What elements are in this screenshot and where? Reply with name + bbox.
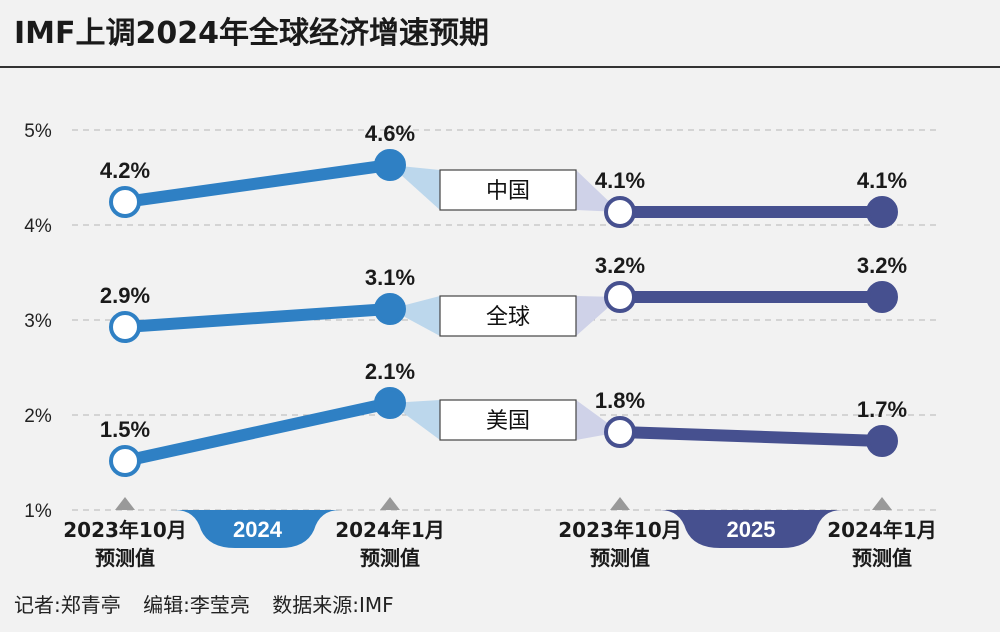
x-tick-label: 预测值 [95, 546, 155, 570]
x-tick-label: 2023年10月 [558, 518, 682, 542]
editor-credit: 编辑:李莹亮 [143, 593, 250, 617]
y-tick-label: 5% [24, 121, 52, 142]
series-label-box [439, 169, 577, 211]
series-line-2024 [119, 303, 396, 333]
data-label: 1.8% [595, 388, 645, 413]
x-tick-marker [610, 497, 630, 510]
series-label: 全球 [486, 305, 530, 330]
data-point [866, 425, 898, 457]
data-label: 4.6% [365, 121, 415, 146]
x-tick-label: 预测值 [360, 546, 420, 570]
data-label: 3.2% [595, 253, 645, 278]
data-point [604, 416, 636, 448]
data-label: 4.2% [100, 158, 150, 183]
x-tick-label: 2024年1月 [335, 518, 445, 542]
data-label: 1.7% [857, 397, 907, 422]
y-tick-label: 3% [24, 311, 52, 332]
connector-shape [390, 165, 440, 210]
source-credit: 数据来源:IMF [272, 593, 394, 617]
data-point [374, 387, 406, 419]
x-tick-label: 预测值 [590, 546, 650, 570]
data-point [109, 311, 141, 343]
y-tick-label: 4% [24, 216, 52, 237]
y-tick-label: 1% [24, 501, 52, 522]
chart-title: IMF上调2024年全球经济增速预期 [14, 16, 490, 51]
data-label: 3.1% [365, 265, 415, 290]
series-line-2024 [119, 159, 396, 208]
reporter-credit: 记者:郑青亭 [14, 593, 121, 617]
data-point [374, 293, 406, 325]
x-tick-label: 2023年10月 [63, 518, 187, 542]
year-banner [660, 510, 842, 548]
data-point [374, 149, 406, 181]
data-label: 4.1% [595, 168, 645, 193]
title-divider [0, 66, 1000, 68]
data-label: 4.1% [857, 168, 907, 193]
data-label: 2.9% [100, 283, 150, 308]
x-tick-marker [380, 497, 400, 510]
data-point [866, 196, 898, 228]
year-banner-label: 2025 [727, 517, 776, 542]
series-label: 美国 [486, 409, 530, 434]
series-label: 中国 [486, 179, 530, 204]
data-label: 1.5% [100, 417, 150, 442]
x-tick-marker [115, 497, 135, 510]
x-tick-label: 2024年1月 [827, 518, 937, 542]
y-tick-label: 2% [24, 406, 52, 427]
data-label: 3.2% [857, 253, 907, 278]
x-tick-marker [872, 497, 892, 510]
year-banner [175, 510, 340, 548]
series-label-box [439, 295, 577, 337]
data-point [109, 186, 141, 218]
year-banner-label: 2024 [233, 517, 283, 542]
series-line-2024 [119, 397, 396, 467]
data-point [604, 196, 636, 228]
data-point [866, 281, 898, 313]
footer: 记者:郑青亭 编辑:李莹亮 数据来源:IMF [14, 589, 410, 618]
data-point [604, 281, 636, 313]
series-line-2025 [614, 426, 888, 447]
series-label-box [439, 399, 577, 441]
data-label: 2.1% [365, 359, 415, 384]
x-tick-label: 预测值 [852, 546, 912, 570]
data-point [109, 445, 141, 477]
